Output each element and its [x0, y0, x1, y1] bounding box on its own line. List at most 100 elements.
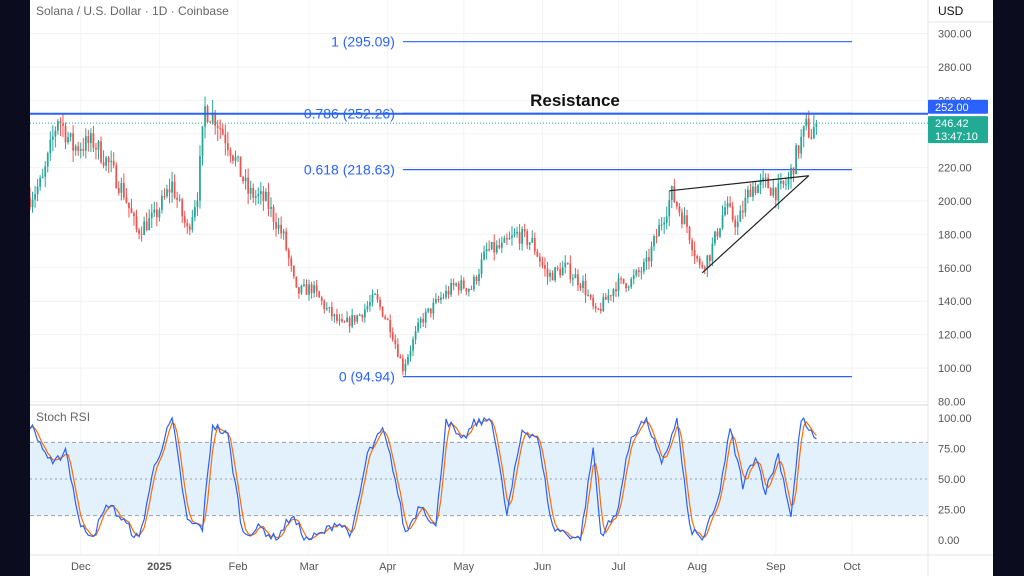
candle-body	[485, 249, 488, 252]
time-tick-label: Aug	[687, 561, 707, 573]
candle-body	[587, 294, 589, 296]
candle-body	[77, 146, 80, 151]
current-price-badge	[928, 116, 988, 144]
candle-body	[551, 272, 554, 281]
candle-body	[648, 257, 650, 262]
candle-body	[290, 258, 293, 267]
candle-body	[320, 297, 323, 301]
candle-body	[434, 299, 437, 303]
candle-body	[224, 134, 227, 144]
candle-body	[193, 207, 196, 218]
candle-body	[577, 274, 579, 286]
candle-body	[120, 183, 123, 193]
candle-body	[214, 112, 217, 126]
candle-body	[330, 307, 333, 317]
candle-body	[140, 233, 143, 235]
candle-body	[447, 290, 450, 295]
candle-body	[226, 143, 229, 150]
fib-level-label: 0 (94.94)	[339, 369, 395, 385]
candle-body	[262, 191, 265, 201]
candle-body	[774, 187, 777, 201]
candle-body	[678, 206, 681, 213]
resistance-label: Resistance	[530, 91, 620, 110]
candle-body	[754, 186, 757, 194]
candle-body	[556, 267, 559, 269]
fibonacci-levels[interactable]: 1 (295.09)0.786 (252.26)0.618 (218.63)0 …	[304, 34, 852, 385]
candle-body	[645, 257, 648, 262]
candle-body	[346, 317, 348, 323]
candle-body	[698, 258, 701, 265]
candle-body	[171, 181, 173, 193]
time-tick-label: Mar	[300, 561, 319, 573]
candle-body	[394, 339, 397, 345]
candle-body	[696, 256, 699, 259]
resistance-line-group[interactable]: Resistance	[30, 91, 928, 115]
candle-body	[201, 126, 204, 156]
candle-body	[176, 197, 179, 200]
candle-body	[782, 180, 785, 185]
candle-body	[84, 136, 87, 151]
candle-body	[511, 235, 513, 238]
candle-body	[785, 184, 787, 186]
candle-body	[569, 263, 572, 280]
time-tick-label: Jun	[534, 561, 552, 573]
candle-body	[473, 276, 475, 290]
candle-body	[592, 297, 595, 307]
candle-body	[625, 283, 628, 289]
candle-body	[597, 308, 600, 310]
trading-chart[interactable]: 300.00280.00260.00240.00220.00200.00180.…	[30, 0, 993, 576]
candle-body	[186, 222, 189, 227]
candle-body	[242, 176, 244, 182]
candle-body	[724, 207, 726, 216]
candle-body	[252, 187, 255, 198]
candle-body	[541, 261, 544, 265]
candle-body	[74, 146, 77, 151]
candle-body	[538, 256, 541, 262]
candle-body	[792, 167, 795, 175]
candle-body	[343, 321, 346, 323]
wedge-lower-trendline[interactable]	[701, 175, 810, 274]
candle-body	[620, 278, 622, 280]
candle-body	[660, 224, 663, 226]
candle-body	[379, 299, 381, 307]
candle-body	[36, 186, 39, 195]
candle-body	[518, 232, 521, 244]
candle-body	[41, 176, 44, 178]
candle-body	[554, 267, 556, 281]
candle-body	[731, 206, 734, 220]
candle-body	[531, 238, 534, 243]
candle-body	[584, 280, 587, 296]
wedge-upper-trendline[interactable]	[669, 175, 809, 192]
candle-body	[752, 186, 754, 197]
candle-body	[39, 177, 42, 187]
candle-body	[670, 186, 673, 200]
candle-body	[488, 249, 491, 251]
candle-body	[665, 216, 668, 223]
candle-body	[637, 270, 640, 273]
candle-body	[145, 221, 148, 231]
time-tick-label: Feb	[229, 561, 248, 573]
candle-body	[369, 301, 371, 307]
candle-body	[270, 207, 272, 209]
candle-body	[265, 191, 267, 201]
candle-body	[356, 315, 359, 322]
candle-body	[566, 262, 569, 264]
candle-body	[622, 278, 625, 284]
rising-wedge[interactable]	[669, 175, 810, 274]
candle-body	[612, 289, 615, 296]
candle-body	[653, 236, 655, 247]
candle-body	[582, 280, 584, 288]
candle-body	[244, 177, 247, 182]
candle-body	[59, 121, 62, 124]
candle-body	[318, 291, 321, 298]
candle-body	[404, 363, 407, 372]
currency-label[interactable]: USD	[938, 4, 964, 18]
candle-body	[353, 315, 356, 322]
candle-body	[188, 226, 191, 230]
candle-body	[457, 283, 460, 291]
candle-body	[764, 177, 767, 179]
candle-body	[102, 162, 105, 166]
candle-body	[498, 245, 501, 248]
candle-body	[64, 125, 67, 143]
candle-body	[610, 295, 612, 297]
